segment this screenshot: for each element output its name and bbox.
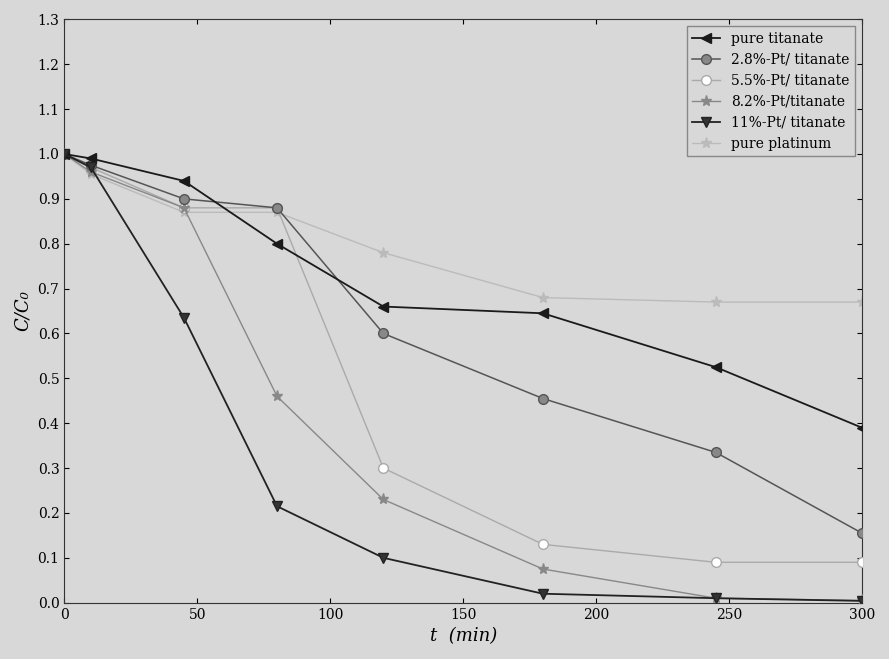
pure titanate <box>857 424 868 432</box>
Line: 11%-Pt/ titanate: 11%-Pt/ titanate <box>60 149 867 606</box>
Y-axis label: C/C₀: C/C₀ <box>14 291 32 331</box>
2.8%-Pt/ titanate <box>59 150 69 158</box>
5.5%-Pt/ titanate <box>179 204 189 212</box>
Line: pure titanate: pure titanate <box>60 149 867 432</box>
2.8%-Pt/ titanate <box>378 330 388 337</box>
pure platinum <box>857 298 868 306</box>
2.8%-Pt/ titanate <box>710 448 721 456</box>
5.5%-Pt/ titanate <box>378 464 388 472</box>
pure titanate <box>272 240 283 248</box>
11%-Pt/ titanate <box>59 150 69 158</box>
Line: pure platinum: pure platinum <box>59 148 868 308</box>
pure platinum <box>710 298 721 306</box>
Line: 8.2%-Pt/titanate: 8.2%-Pt/titanate <box>59 148 868 606</box>
pure titanate <box>85 154 96 162</box>
pure titanate <box>179 177 189 185</box>
2.8%-Pt/ titanate <box>85 161 96 169</box>
pure titanate <box>538 309 549 317</box>
pure platinum <box>179 208 189 216</box>
11%-Pt/ titanate <box>272 502 283 510</box>
8.2%-Pt/titanate <box>857 596 868 604</box>
5.5%-Pt/ titanate <box>857 558 868 566</box>
Legend: pure titanate, 2.8%-Pt/ titanate, 5.5%-Pt/ titanate, 8.2%-Pt/titanate, 11%-Pt/ t: pure titanate, 2.8%-Pt/ titanate, 5.5%-P… <box>686 26 855 156</box>
pure platinum <box>378 248 388 256</box>
11%-Pt/ titanate <box>378 554 388 561</box>
2.8%-Pt/ titanate <box>179 195 189 203</box>
8.2%-Pt/titanate <box>85 168 96 176</box>
2.8%-Pt/ titanate <box>272 204 283 212</box>
8.2%-Pt/titanate <box>538 565 549 573</box>
pure platinum <box>272 208 283 216</box>
pure platinum <box>59 150 69 158</box>
5.5%-Pt/ titanate <box>85 163 96 171</box>
11%-Pt/ titanate <box>179 314 189 322</box>
pure platinum <box>538 294 549 302</box>
8.2%-Pt/titanate <box>710 594 721 602</box>
11%-Pt/ titanate <box>85 163 96 171</box>
pure titanate <box>378 302 388 310</box>
11%-Pt/ titanate <box>857 597 868 605</box>
8.2%-Pt/titanate <box>179 204 189 212</box>
2.8%-Pt/ titanate <box>538 395 549 403</box>
X-axis label: t  (min): t (min) <box>429 627 497 645</box>
8.2%-Pt/titanate <box>59 150 69 158</box>
5.5%-Pt/ titanate <box>538 540 549 548</box>
11%-Pt/ titanate <box>710 594 721 602</box>
pure platinum <box>85 170 96 178</box>
5.5%-Pt/ titanate <box>272 204 283 212</box>
pure titanate <box>59 150 69 158</box>
Line: 5.5%-Pt/ titanate: 5.5%-Pt/ titanate <box>60 149 867 567</box>
2.8%-Pt/ titanate <box>857 529 868 537</box>
8.2%-Pt/titanate <box>272 392 283 400</box>
pure titanate <box>710 363 721 371</box>
5.5%-Pt/ titanate <box>59 150 69 158</box>
Line: 2.8%-Pt/ titanate: 2.8%-Pt/ titanate <box>60 149 867 538</box>
11%-Pt/ titanate <box>538 590 549 598</box>
8.2%-Pt/titanate <box>378 496 388 503</box>
5.5%-Pt/ titanate <box>710 558 721 566</box>
